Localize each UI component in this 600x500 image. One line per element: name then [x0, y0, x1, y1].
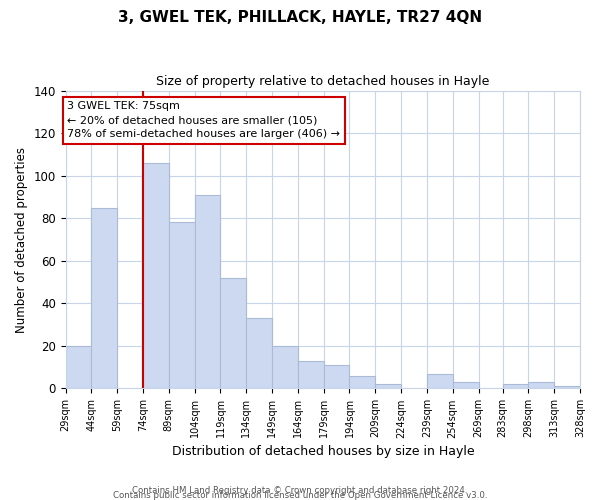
Text: Contains HM Land Registry data © Crown copyright and database right 2024.: Contains HM Land Registry data © Crown c… [132, 486, 468, 495]
Bar [453, 382, 479, 388]
Bar [169, 222, 194, 388]
Text: Contains public sector information licensed under the Open Government Licence v3: Contains public sector information licen… [113, 491, 487, 500]
Bar [272, 346, 298, 389]
Bar [529, 382, 554, 388]
Bar [503, 384, 529, 388]
Bar [220, 278, 246, 388]
Text: 3, GWEL TEK, PHILLACK, HAYLE, TR27 4QN: 3, GWEL TEK, PHILLACK, HAYLE, TR27 4QN [118, 10, 482, 25]
Title: Size of property relative to detached houses in Hayle: Size of property relative to detached ho… [156, 75, 490, 88]
Bar [427, 374, 453, 388]
Bar [143, 163, 169, 388]
Bar [194, 195, 220, 388]
Bar [375, 384, 401, 388]
Bar [298, 361, 323, 388]
Bar [323, 365, 349, 388]
Bar [554, 386, 580, 388]
Text: 3 GWEL TEK: 75sqm
← 20% of detached houses are smaller (105)
78% of semi-detache: 3 GWEL TEK: 75sqm ← 20% of detached hous… [67, 101, 340, 139]
Bar [91, 208, 117, 388]
Bar [65, 346, 91, 389]
Bar [349, 376, 375, 388]
Y-axis label: Number of detached properties: Number of detached properties [15, 146, 28, 332]
Bar [246, 318, 272, 388]
X-axis label: Distribution of detached houses by size in Hayle: Distribution of detached houses by size … [172, 444, 474, 458]
